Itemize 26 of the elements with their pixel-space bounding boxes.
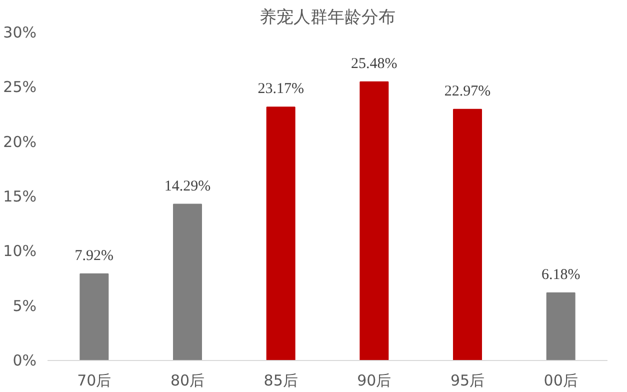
x-tick-label: 90后 [357,372,392,390]
y-tick-label: 10% [3,242,37,260]
x-tick-label: 70后 [77,372,112,390]
y-tick-label: 30% [3,24,37,42]
y-tick-label: 25% [3,78,37,96]
data-label: 23.17% [258,81,304,98]
bar [360,81,389,360]
x-tick-label: 80后 [170,372,205,390]
bar [266,106,296,360]
data-label: 14.29% [164,178,211,194]
chart-title: 养宠人群年龄分布 [260,8,396,28]
x-tick-label: 00后 [544,372,578,390]
y-tick-label: 5% [12,296,36,315]
bar [546,292,576,360]
data-label: 25.48% [351,56,398,72]
x-tick-label: 95后 [450,372,485,390]
bar [80,273,109,360]
y-tick-label: 0% [12,352,36,370]
bar [173,204,202,360]
y-tick-label: 15% [3,188,37,206]
data-label: 7.92% [74,248,114,264]
bar [453,108,482,360]
y-tick-label: 20% [3,132,37,151]
x-tick-label: 85后 [264,372,298,390]
data-label: 22.97% [444,83,491,100]
data-label: 6.18% [541,266,580,283]
